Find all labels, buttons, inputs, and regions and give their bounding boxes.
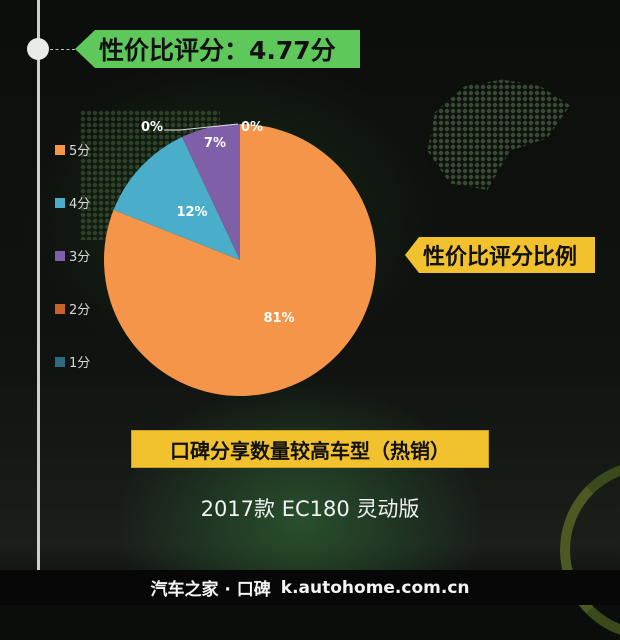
footer: 汽车之家 · 口碑 k.autohome.com.cn [0, 570, 620, 605]
legend-item: 3分 [55, 246, 90, 265]
legend-item: 5分 [55, 140, 90, 159]
pie-slice [113, 136, 240, 260]
legend-item: 4分 [55, 193, 90, 212]
model-name: 2017款 EC180 灵动版 [200, 497, 420, 521]
footer-url[interactable]: k.autohome.com.cn [280, 577, 470, 598]
pie-chart: 81% 12% 7% 0% 0% [104, 120, 377, 396]
legend-label: 1分 [69, 356, 91, 371]
legend-label: 4分 [69, 197, 91, 212]
legend-swatch [55, 144, 65, 155]
legend-swatch [55, 197, 65, 208]
rating-banner: 性价比评分：4.77分 [75, 30, 360, 68]
timeline-connector [50, 49, 75, 50]
popular-model-banner: 口碑分享数量较高车型（热销） [132, 431, 488, 467]
pie-slice [104, 124, 377, 396]
legend-label: 2分 [69, 303, 91, 318]
leader-line [164, 123, 239, 131]
pie-slice [182, 124, 240, 260]
legend-item: 2分 [55, 299, 90, 318]
legend-label: 5分 [69, 144, 91, 159]
pie-label: 7% [204, 136, 226, 151]
legend-swatch [55, 250, 65, 261]
pie-label: 0% [141, 120, 163, 135]
legend-label: 3分 [69, 250, 91, 265]
timeline-line [37, 0, 40, 570]
legend-swatch [55, 356, 65, 367]
pie-label: 0% [241, 120, 263, 135]
pie-label: 12% [176, 205, 207, 220]
footer-brand: 汽车之家 · 口碑 [150, 580, 271, 600]
timeline-dot [27, 38, 49, 60]
pie-label: 81% [263, 311, 294, 326]
legend-item: 1分 [55, 352, 90, 371]
legend-swatch [55, 303, 65, 314]
chart-title-banner: 性价比评分比例 [405, 237, 595, 273]
